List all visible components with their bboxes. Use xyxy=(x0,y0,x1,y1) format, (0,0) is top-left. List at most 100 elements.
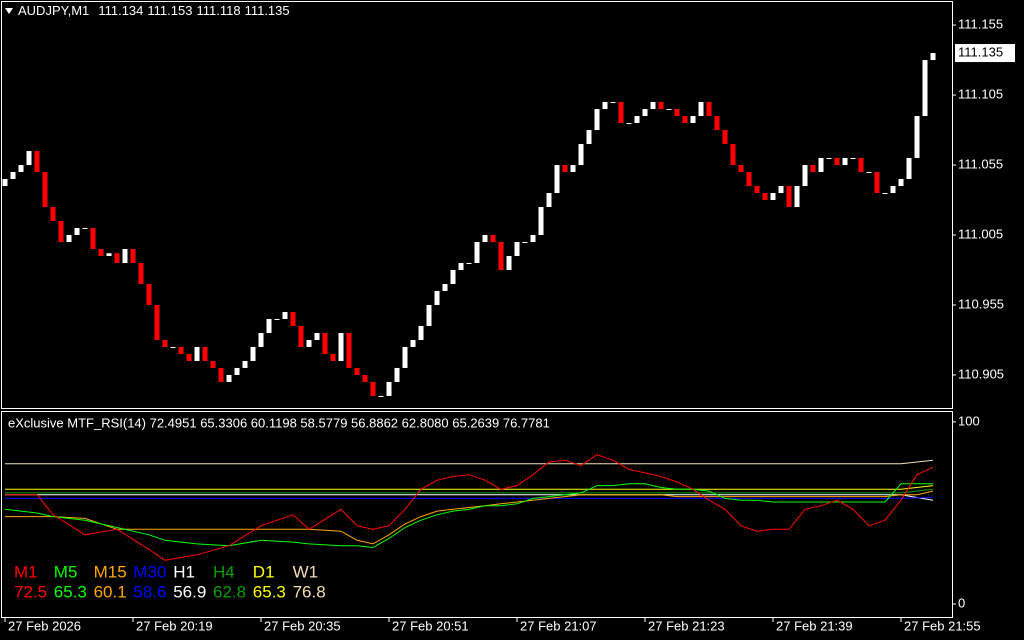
candle xyxy=(18,165,24,173)
last-price-label: 111.135 xyxy=(958,44,1003,59)
price-tick-label: 111.055 xyxy=(958,156,1003,171)
candle xyxy=(242,360,248,368)
time-tick-label: 27 Feb 20:51 xyxy=(392,618,469,633)
candle xyxy=(794,186,800,208)
price-pane-frame xyxy=(1,1,953,409)
rsi-line xyxy=(5,459,934,465)
candle xyxy=(2,179,8,187)
candle xyxy=(642,109,648,117)
candle xyxy=(634,116,640,124)
candle xyxy=(210,360,216,368)
candle xyxy=(778,186,784,194)
legend-name: M5 xyxy=(54,562,78,581)
candle xyxy=(698,102,704,117)
candle xyxy=(866,172,872,174)
candle xyxy=(858,158,864,173)
candle xyxy=(594,109,600,131)
candle xyxy=(730,144,736,166)
time-tick-label: 27 Feb 20:35 xyxy=(264,618,341,633)
rsi-line xyxy=(5,454,934,561)
candle xyxy=(530,235,536,243)
candle xyxy=(474,242,480,263)
legend-name: H1 xyxy=(173,562,195,581)
candle xyxy=(314,332,320,340)
candle xyxy=(418,325,424,340)
indicator-tick-label: 100 xyxy=(958,413,980,428)
candle xyxy=(578,144,584,166)
candle xyxy=(170,346,176,348)
candle xyxy=(290,311,296,326)
collapse-arrow[interactable] xyxy=(5,8,13,14)
candle xyxy=(82,228,88,230)
candle xyxy=(34,151,40,173)
candle xyxy=(850,158,856,160)
candle xyxy=(274,318,280,320)
candle xyxy=(194,346,200,361)
time-tick-label: 27 Feb 20:19 xyxy=(136,618,213,633)
candle xyxy=(322,332,328,354)
legend-value: 62.8 xyxy=(213,582,246,601)
candle xyxy=(114,253,120,263)
candle xyxy=(514,242,520,256)
candle xyxy=(298,325,304,347)
candle xyxy=(882,193,888,195)
candle xyxy=(922,60,928,117)
candle xyxy=(498,242,504,270)
ohlc-value: 111.135 xyxy=(245,3,290,18)
candle xyxy=(218,367,224,382)
candle xyxy=(442,283,448,291)
candle xyxy=(570,165,576,173)
legend-name: M15 xyxy=(94,562,127,581)
candle xyxy=(74,228,80,236)
candle xyxy=(562,165,568,173)
candle xyxy=(522,242,528,244)
candle xyxy=(282,311,288,319)
symbol-header: AUDJPY,M1 111.134 111.153 111.118 111.135 xyxy=(18,3,290,18)
rsi-line xyxy=(5,490,934,545)
legend-value: 76.8 xyxy=(293,582,326,601)
legend-value: 58.6 xyxy=(133,582,166,601)
candle xyxy=(394,367,400,382)
candle xyxy=(378,395,384,397)
legend-value: 65.3 xyxy=(253,582,286,601)
rsi-line xyxy=(4,483,933,549)
candle xyxy=(354,367,360,375)
candle xyxy=(898,179,904,187)
price-tick-label: 111.155 xyxy=(958,16,1003,31)
candle xyxy=(330,353,336,361)
symbol: AUDJPY,M1 xyxy=(18,3,89,18)
candle xyxy=(762,193,768,201)
candle xyxy=(802,165,808,187)
candle xyxy=(818,158,824,173)
candle xyxy=(602,102,608,110)
candle xyxy=(706,102,712,117)
rsi-line xyxy=(5,496,934,499)
candle xyxy=(122,248,128,263)
candle xyxy=(890,186,896,194)
candle xyxy=(554,165,560,194)
candle xyxy=(98,248,104,256)
candle xyxy=(130,248,136,263)
legend-name: H4 xyxy=(213,562,235,581)
candle xyxy=(930,53,936,61)
candle xyxy=(586,130,592,145)
candle xyxy=(914,116,920,159)
candle xyxy=(842,158,848,166)
candle xyxy=(610,102,616,104)
candle xyxy=(50,207,56,222)
candle xyxy=(146,283,152,305)
candle xyxy=(386,381,392,396)
price-tick-label: 111.105 xyxy=(958,86,1003,101)
candle xyxy=(434,290,440,305)
candle xyxy=(266,318,272,333)
candle xyxy=(402,346,408,368)
time-tick-label: 27 Feb 2026 xyxy=(8,618,81,633)
ohlc-value: 111.118 xyxy=(196,3,240,18)
candle xyxy=(250,346,256,361)
candle xyxy=(226,374,232,382)
candle xyxy=(786,186,792,208)
candle xyxy=(538,207,544,236)
price-tick-label: 110.905 xyxy=(958,366,1004,381)
